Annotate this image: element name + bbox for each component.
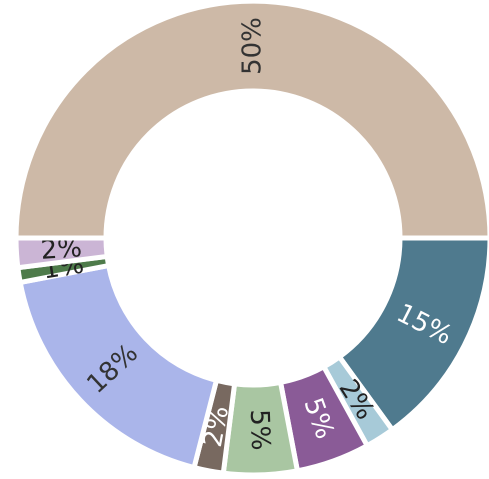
slice-label: 5%: [244, 409, 275, 451]
slice-label: 50%: [238, 17, 268, 75]
donut-slice: [13, 0, 489, 241]
